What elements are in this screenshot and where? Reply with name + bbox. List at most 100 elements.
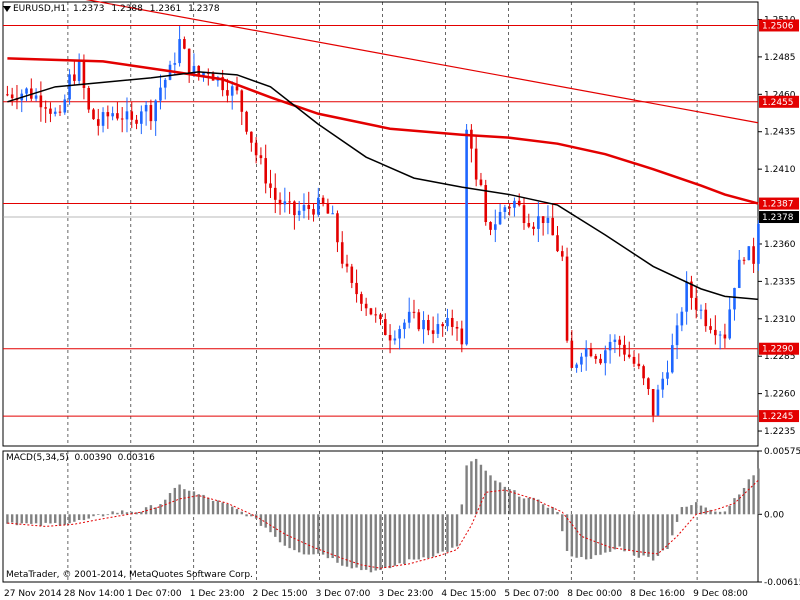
macd-histogram-bar	[728, 505, 731, 515]
macd-histogram-bar	[345, 514, 349, 567]
candle-body	[111, 113, 114, 117]
candle-body	[532, 226, 535, 229]
candle-body	[632, 356, 636, 364]
candle-body	[44, 107, 47, 109]
macd-histogram-bar	[556, 511, 559, 515]
candle-body	[465, 129, 468, 345]
macd-histogram-bar	[398, 514, 401, 564]
macd-histogram-bar	[197, 494, 200, 515]
candle-body	[278, 199, 282, 205]
candle-body	[642, 366, 645, 379]
candle-body	[259, 155, 263, 159]
macd-histogram-bar	[561, 514, 564, 532]
chart-header: EURUSD,H1 1.2373 1.2388 1.2361 1.2378	[13, 4, 224, 14]
price-level-badge	[759, 19, 799, 32]
macd-histogram-bar	[269, 514, 272, 533]
macd-histogram-bar	[690, 505, 693, 515]
macd-histogram-bar	[685, 506, 688, 515]
macd-histogram-bar	[647, 514, 650, 557]
macd-histogram-bar	[494, 480, 497, 515]
macd-histogram-bar	[154, 507, 157, 515]
candle-body	[187, 48, 191, 75]
y-tick-label: 1.2460	[764, 90, 796, 100]
macd-histogram-bar	[513, 490, 516, 515]
macd-histogram-bar	[374, 514, 377, 571]
x-tick-label: 3 Dec 07:00	[316, 589, 371, 599]
macd-histogram-bar	[360, 514, 363, 571]
macd-histogram-bar	[259, 514, 263, 526]
candle-body	[264, 158, 267, 184]
candle-body	[666, 372, 669, 379]
trend-line[interactable]	[7, 0, 759, 124]
copyright-text: MetaTrader, © 2001-2014, MetaQuotes Soft…	[6, 570, 253, 580]
price-level-badge	[759, 197, 799, 210]
candle-body	[742, 259, 746, 261]
macd-histogram-bar	[97, 514, 100, 515]
macd-histogram-bar	[49, 514, 52, 524]
candle-body	[436, 324, 440, 334]
candle-body	[393, 338, 397, 341]
candle-body	[10, 94, 14, 99]
macd-histogram-bar	[532, 497, 535, 515]
macd-histogram-bar	[718, 511, 722, 515]
macd-histogram-bar	[178, 484, 181, 515]
macd-histogram-bar	[417, 514, 420, 560]
candle-body	[422, 320, 425, 330]
candle-body	[221, 77, 224, 91]
macd-histogram-bar	[742, 487, 746, 515]
candle-body	[388, 334, 392, 341]
candle-body	[245, 111, 248, 132]
collapse-triangle-icon[interactable]	[3, 6, 11, 12]
candle-body	[575, 364, 578, 368]
macd-histogram-bar	[20, 514, 23, 524]
candle-body	[63, 99, 67, 113]
current-price-badge	[759, 211, 799, 224]
macd-header: MACD(5,34,5) 0.00390 0.00316	[6, 453, 158, 463]
macd-histogram-bar	[651, 514, 655, 561]
x-tick-label: 9 Dec 08:00	[693, 589, 748, 599]
moving-average-slow	[7, 57, 759, 205]
candle-body	[613, 339, 617, 342]
candle-body	[747, 246, 751, 261]
candle-body	[250, 131, 253, 143]
candle-body	[551, 217, 555, 236]
macd-histogram-bar	[68, 514, 71, 524]
candle-body	[757, 223, 760, 264]
macd-histogram-bar	[666, 514, 669, 549]
macd-histogram-bar	[537, 499, 540, 515]
candle-body	[737, 259, 741, 288]
macd-histogram-bar	[714, 511, 717, 515]
macd-histogram-bar	[584, 514, 588, 560]
candle-body	[58, 111, 62, 113]
candle-body	[403, 322, 406, 330]
candle-body	[670, 345, 674, 373]
macd-histogram-bar	[570, 514, 574, 557]
candle-body	[135, 119, 138, 124]
candle-body	[661, 378, 665, 390]
candle-body	[154, 100, 157, 122]
macd-histogram-bar	[326, 514, 330, 559]
candle-body	[455, 326, 459, 329]
macd-histogram-bar	[408, 514, 411, 560]
macd-histogram-bar	[211, 500, 215, 515]
candle-body	[647, 378, 650, 390]
macd-histogram-bar	[336, 514, 339, 563]
candle-body	[680, 311, 684, 326]
candle-body	[379, 314, 382, 320]
macd-histogram-bar	[63, 514, 66, 525]
candle-body	[489, 222, 492, 230]
candle-body	[73, 74, 76, 81]
macd-histogram-bar	[393, 514, 397, 566]
y-tick-label: 1.2335	[764, 277, 796, 287]
candle-body	[431, 330, 435, 334]
candle-body	[336, 213, 339, 243]
candle-body	[584, 348, 588, 357]
x-tick-label: 3 Dec 23:00	[379, 589, 434, 599]
open-value: 1.2373	[73, 4, 105, 14]
candle-body	[498, 211, 502, 225]
candle-body	[116, 113, 119, 119]
candle-body	[398, 329, 401, 339]
macd-signal-value: 0.00316	[117, 453, 155, 463]
macd-histogram-bar	[293, 514, 296, 551]
